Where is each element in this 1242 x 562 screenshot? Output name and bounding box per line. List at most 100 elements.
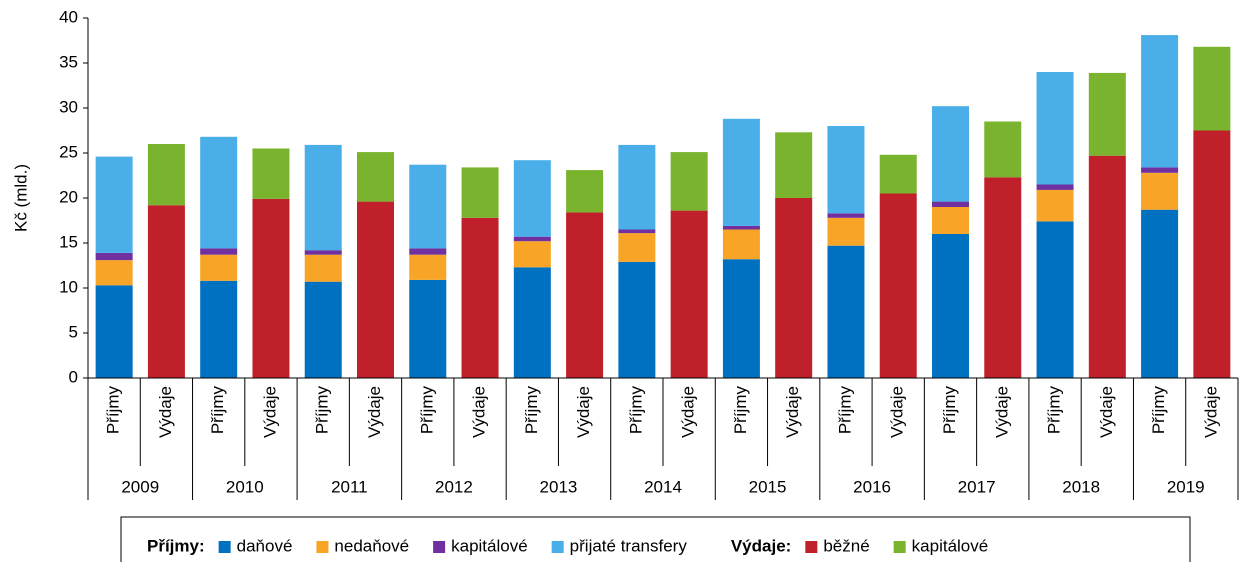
bar-segment: [252, 198, 290, 378]
legend-swatch: [805, 541, 818, 553]
legend-swatch: [218, 541, 231, 553]
bar-segment: [1036, 184, 1074, 190]
bar-segment: [722, 229, 760, 260]
group-label: 2013: [540, 477, 578, 496]
legend-swatch: [433, 541, 446, 553]
bar-segment: [409, 279, 447, 378]
group-label: 2010: [226, 477, 264, 496]
bar-segment: [1036, 221, 1074, 378]
legend-label: běžné: [823, 536, 869, 555]
bar-segment: [304, 250, 342, 255]
group-label: 2014: [644, 477, 682, 496]
x-tick-label: Příjmy: [104, 386, 123, 435]
legend-group-label: Příjmy:: [147, 536, 205, 555]
y-tick-label: 15: [59, 232, 78, 251]
bar-segment: [1036, 189, 1074, 222]
bar-segment: [984, 177, 1022, 378]
bar-segment: [932, 106, 969, 202]
x-tick-label: Příjmy: [313, 386, 332, 435]
bar-segment: [513, 236, 551, 242]
group-label: 2019: [1167, 477, 1205, 496]
x-tick-label: Výdaje: [574, 386, 593, 438]
x-tick-label: Příjmy: [208, 386, 227, 435]
bar-segment: [409, 164, 447, 249]
bar-segment: [932, 201, 969, 207]
legend-swatch: [893, 541, 906, 553]
bar-segment: [1141, 172, 1179, 210]
x-tick-label: Výdaje: [1097, 386, 1116, 438]
x-tick-label: Výdaje: [679, 386, 698, 438]
bar-segment: [95, 252, 133, 261]
bar-segment: [252, 148, 290, 199]
bar-segment: [304, 281, 342, 378]
legend-label: nedaňové: [334, 536, 409, 555]
bar-segment: [200, 254, 238, 281]
bar-segment: [1193, 46, 1231, 131]
bar-segment: [827, 217, 865, 246]
bar-segment: [513, 241, 551, 268]
y-tick-label: 40: [59, 7, 78, 26]
bar-segment: [1036, 72, 1074, 185]
group-label: 2015: [749, 477, 787, 496]
y-tick-label: 5: [69, 322, 78, 341]
bar-segment: [670, 210, 708, 378]
bar-segment: [879, 154, 917, 194]
group-label: 2009: [121, 477, 159, 496]
bar-segment: [1088, 155, 1126, 378]
bar-segment: [461, 217, 499, 378]
bar-segment: [357, 152, 394, 202]
bar-segment: [722, 118, 760, 226]
legend-label: kapitálové: [912, 536, 989, 555]
bar-segment: [1193, 130, 1231, 378]
bar-segment: [200, 248, 238, 255]
bar-segment: [618, 229, 656, 234]
bar-segment: [95, 285, 133, 378]
bar-segment: [566, 170, 604, 213]
bar-segment: [200, 280, 238, 378]
group-label: 2012: [435, 477, 473, 496]
x-tick-label: Výdaje: [156, 386, 175, 438]
x-tick-label: Výdaje: [783, 386, 802, 438]
legend-box: [120, 516, 1191, 562]
x-tick-label: Výdaje: [470, 386, 489, 438]
legend-swatch: [551, 541, 564, 553]
bar-segment: [827, 245, 865, 378]
x-tick-label: Příjmy: [835, 386, 854, 435]
bar-segment: [722, 225, 760, 230]
x-tick-label: Příjmy: [731, 386, 750, 435]
legend-label: kapitálové: [451, 536, 528, 555]
x-tick-label: Příjmy: [1045, 386, 1064, 435]
bar-segment: [1141, 209, 1179, 378]
group-label: 2018: [1062, 477, 1100, 496]
bar-segment: [95, 260, 133, 286]
legend-swatch: [316, 541, 329, 553]
bar-segment: [304, 144, 342, 251]
bar-segment: [670, 152, 708, 211]
bar-segment: [513, 267, 551, 378]
x-tick-label: Příjmy: [626, 386, 645, 435]
bar-segment: [1141, 167, 1179, 173]
bar-segment: [200, 136, 238, 249]
bar-segment: [1141, 35, 1179, 168]
bar-segment: [827, 213, 865, 218]
x-tick-label: Příjmy: [1149, 386, 1168, 435]
x-tick-label: Výdaje: [365, 386, 384, 438]
legend-label: přijaté transfery: [570, 536, 688, 555]
bar-segment: [357, 201, 394, 378]
y-tick-label: 0: [69, 367, 78, 386]
bar-segment: [879, 193, 917, 378]
bar-segment: [461, 167, 499, 218]
x-tick-label: Příjmy: [417, 386, 436, 435]
x-tick-label: Příjmy: [522, 386, 541, 435]
bar-segment: [513, 160, 551, 237]
y-tick-label: 30: [59, 97, 78, 116]
bar-segment: [984, 121, 1022, 178]
y-tick-label: 35: [59, 52, 78, 71]
bar-segment: [147, 144, 185, 206]
x-tick-label: Příjmy: [940, 386, 959, 435]
bar-segment: [722, 259, 760, 378]
x-tick-label: Výdaje: [888, 386, 907, 438]
legend-label: daňové: [237, 536, 293, 555]
y-axis-title: Kč (mld.): [11, 164, 30, 232]
